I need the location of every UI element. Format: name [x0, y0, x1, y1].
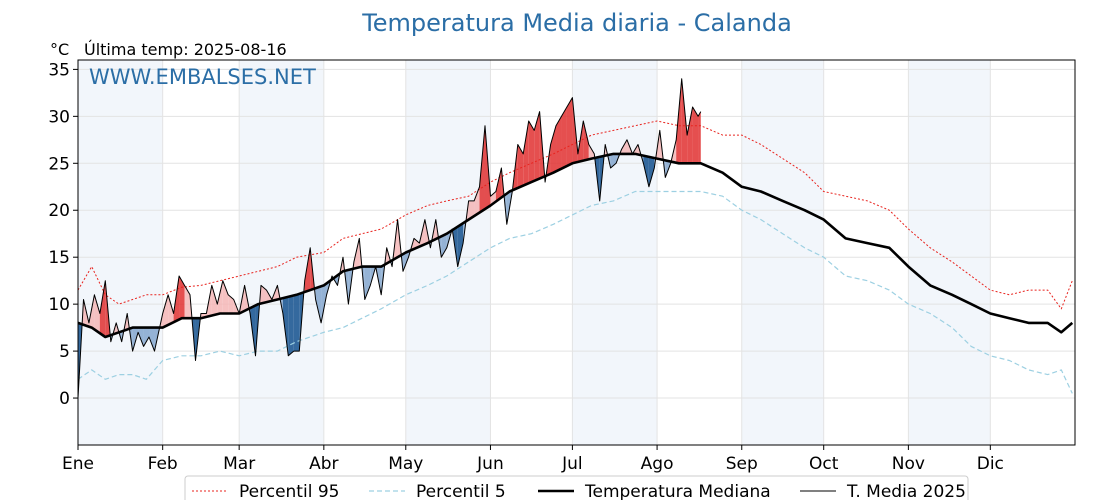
fill-above-median [162, 294, 169, 328]
fill-above-median [222, 280, 229, 314]
month-bands [78, 60, 991, 445]
month-band-may [405, 60, 491, 445]
fill-above-median [479, 125, 485, 213]
fill-above-median [566, 97, 573, 166]
x-tick-label: Feb [148, 454, 178, 474]
fill-above-median [583, 121, 589, 161]
x-tick-label: Mar [223, 454, 255, 474]
fill-above-median [99, 280, 106, 338]
y-tick-label: 15 [48, 248, 70, 268]
x-tick-label: Jul [561, 454, 583, 474]
fill-above-median [523, 121, 529, 186]
legend-label-2: Temperatura Mediana [584, 482, 771, 500]
x-tick-label: Sep [726, 454, 758, 474]
fill-above-median [474, 186, 480, 217]
plot-frame [77, 59, 1076, 446]
y-tick-label: 5 [59, 342, 70, 362]
fill-below-median [282, 296, 289, 356]
fill-above-median [495, 167, 502, 202]
x-tick-label: May [388, 454, 423, 474]
fill-below-median [403, 251, 409, 272]
legend: Percentil 95 Percentil 5 Temperatura Media… [184, 475, 969, 500]
fill-below-median [288, 295, 294, 356]
series-line-2 [77, 152, 1074, 339]
fill-above-median [681, 78, 688, 164]
month-band-nov [908, 60, 991, 445]
fill-below-median [315, 286, 322, 323]
y-axis: 0 5 10 15 20 25 30 35 [48, 60, 78, 409]
fill-above-median [621, 139, 628, 154]
fill-above-median [261, 285, 267, 304]
series-line-1 [77, 190, 1073, 394]
fill-below-median [457, 223, 464, 267]
fill-above-median [556, 116, 562, 172]
fill-above-median [528, 121, 535, 184]
series-lines [77, 78, 1074, 399]
fill-above-median [184, 285, 190, 319]
fill-above-median [588, 144, 595, 160]
y-unit-label: °C [50, 40, 69, 59]
fill-below-median [293, 293, 300, 352]
x-tick-label: Nov [892, 454, 925, 474]
month-band-ene [78, 60, 163, 445]
fill-below-median [441, 233, 447, 258]
series-line-0 [77, 120, 1073, 310]
fill-above-median [550, 125, 557, 174]
x-tick-label: Jun [476, 454, 504, 474]
y-tick-label: 25 [48, 154, 70, 174]
fill-below-median [648, 156, 655, 187]
fill-above-median [687, 106, 693, 164]
fill-below-median [143, 327, 150, 347]
x-tick-label: Oct [809, 454, 839, 474]
fill-above-median [211, 285, 218, 316]
fill-above-median [94, 294, 100, 334]
x-tick-label: Ago [641, 454, 674, 474]
y-tick-label: 30 [48, 107, 70, 127]
month-band-jul [572, 60, 658, 445]
x-tick-label: Ene [62, 454, 94, 474]
fill-below-median [364, 266, 371, 300]
fill-above-median [692, 106, 699, 164]
fill-above-median [517, 144, 524, 188]
fill-above-median [468, 200, 475, 220]
chart-title: Temperatura Media diaria - Calanda [361, 9, 792, 37]
month-band-sep [741, 60, 824, 445]
fill-below-median [321, 283, 327, 323]
fill-above-median [168, 294, 174, 325]
legend-label-3: T. Media 2025 [846, 482, 966, 500]
watermark: WWW.EMBALSES.NET [89, 65, 316, 89]
x-axis: Ene Feb Mar Abr May Jun Jul Ago Sep Oct Nov Dic [62, 445, 1004, 474]
fill-above-median [217, 280, 223, 315]
y-tick-label: 35 [48, 60, 70, 80]
fill-below-median [149, 327, 155, 352]
fill-above-median [534, 111, 540, 181]
y-tick-label: 20 [48, 201, 70, 221]
series-line-3 [77, 78, 702, 399]
legend-box [184, 475, 969, 500]
legend-label-1: Percentil 5 [416, 482, 506, 500]
fill-above-median [698, 111, 701, 164]
fill-above-median [561, 106, 567, 169]
y-tick-label: 10 [48, 295, 70, 315]
fill-above-median [179, 275, 185, 320]
legend-label-0: Percentil 95 [239, 482, 339, 500]
x-tick-label: Abr [309, 454, 338, 474]
x-tick-label: Dic [977, 454, 1004, 474]
last-temp-label: Última temp: 2025-08-16 [84, 40, 287, 59]
y-tick-label: 0 [59, 389, 70, 409]
fill-above-median [228, 294, 234, 314]
